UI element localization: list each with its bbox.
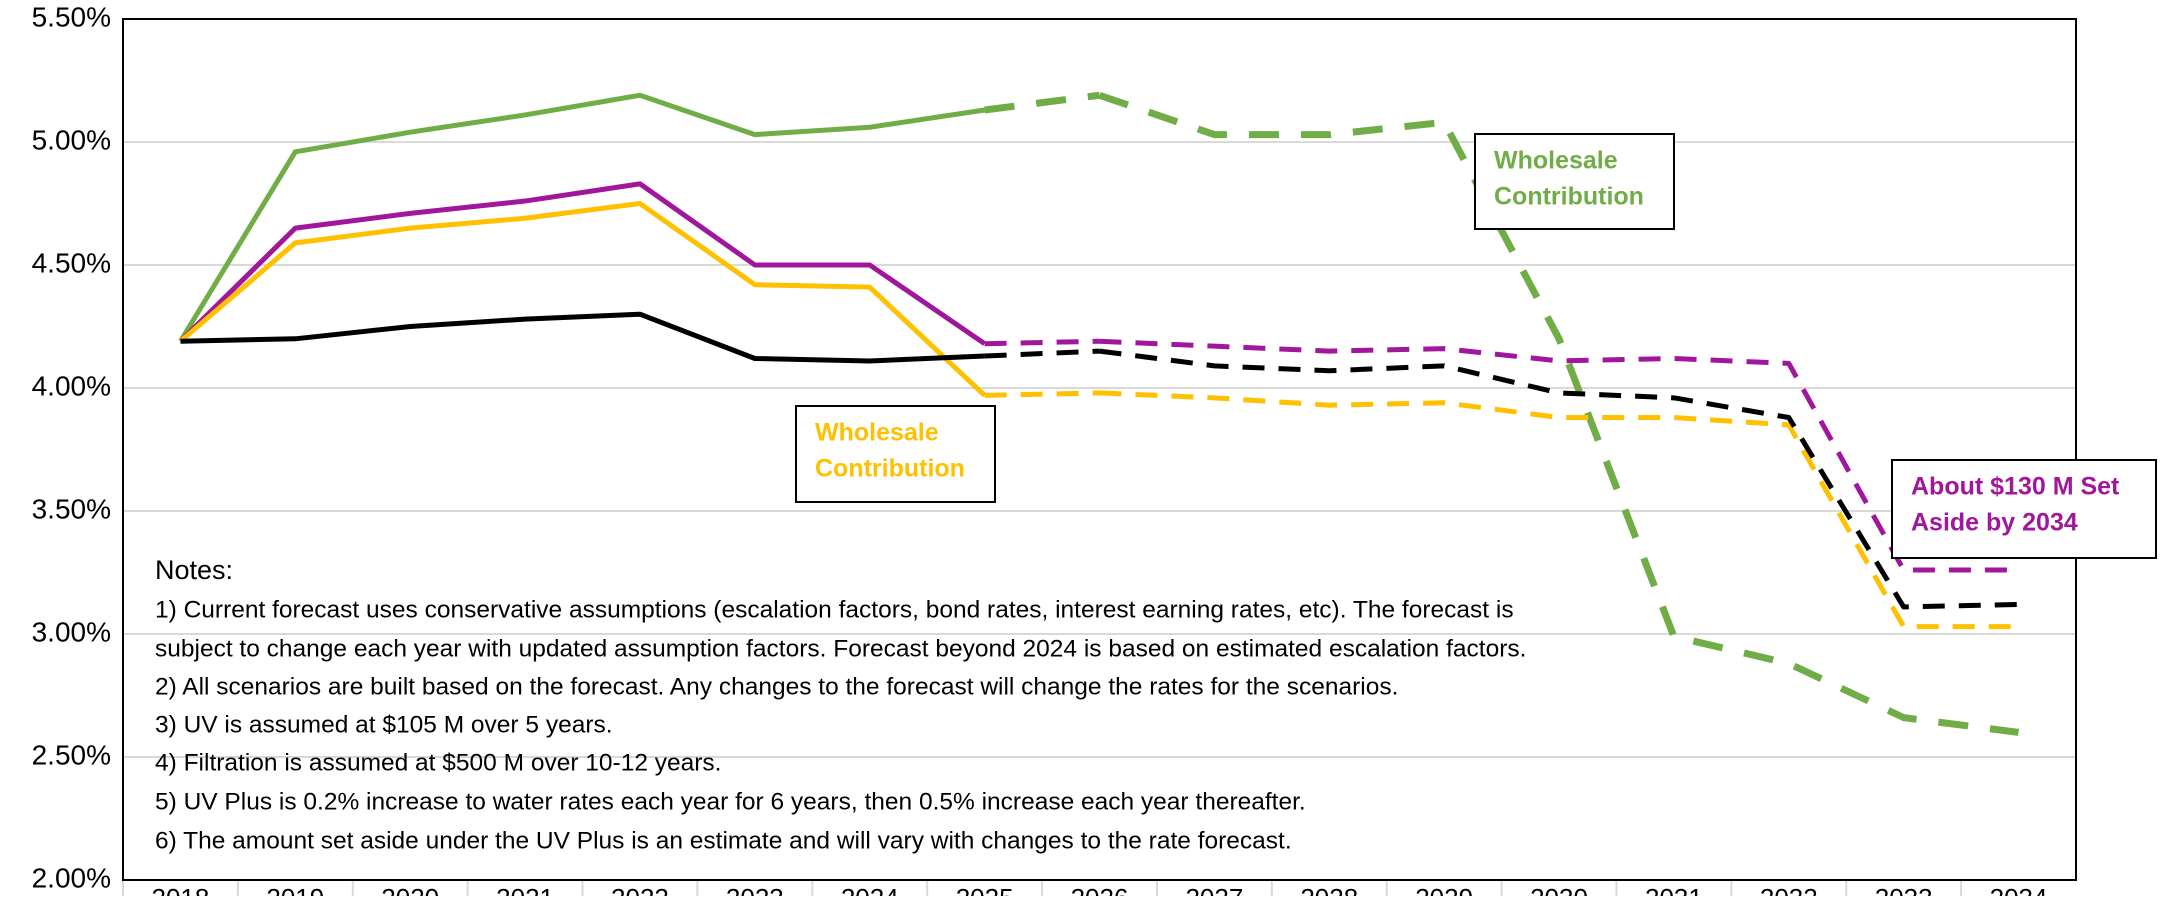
- note: 4) Filtration is assumed at $500 M over …: [155, 749, 721, 776]
- annotation-text: About $130 M Set: [1911, 473, 2120, 501]
- actual-line: [178, 181, 987, 346]
- x-tick-label: 2032: [1760, 883, 1818, 896]
- note: 1) Current forecast uses conservative as…: [155, 596, 1514, 623]
- x-tick-label: 2027: [1185, 883, 1243, 896]
- note: 3) UV is assumed at $105 M over 5 years.: [155, 711, 613, 738]
- forecast-connector: [984, 390, 1100, 398]
- x-tick-label: 2025: [956, 883, 1014, 896]
- x-tick-label: 2029: [1415, 883, 1473, 896]
- forecast-connector: [984, 338, 1100, 347]
- actual-line: [178, 201, 987, 398]
- x-tick-label: 2021: [496, 883, 554, 896]
- forecast-line: [1098, 91, 2020, 736]
- annotation-box: [1891, 459, 2157, 559]
- x-tick-label: 2019: [266, 883, 324, 896]
- annotation-box: [1474, 133, 1675, 230]
- x-tick-label: 2022: [611, 883, 669, 896]
- x-tick-label: 2020: [381, 883, 439, 896]
- y-tick-label: 3.00%: [32, 616, 111, 647]
- x-tick-label: 2028: [1300, 883, 1358, 896]
- note: 5) UV Plus is 0.2% increase to water rat…: [155, 788, 1306, 815]
- annotation-text: Wholesale: [815, 419, 939, 447]
- x-tick-label: 2030: [1530, 883, 1588, 896]
- x-tick-label: 2018: [152, 883, 210, 896]
- y-tick-label: 5.50%: [32, 1, 111, 32]
- y-tick-label: 2.00%: [32, 862, 111, 893]
- forecast-connector: [984, 91, 1100, 114]
- annotation-text: Aside by 2034: [1911, 509, 2078, 537]
- y-tick-label: 4.50%: [32, 247, 111, 278]
- x-tick-label: 2034: [1990, 883, 2048, 896]
- note: 6) The amount set aside under the UV Plu…: [155, 827, 1292, 854]
- annotation-text: Contribution: [815, 455, 965, 483]
- actual-line: [178, 92, 985, 343]
- x-tick-label: 2023: [726, 883, 784, 896]
- note: subject to change each year with updated…: [155, 635, 1526, 662]
- x-tick-label: 2024: [841, 883, 899, 896]
- x-tick-label: 2031: [1645, 883, 1703, 896]
- annotation-text: Wholesale: [1494, 147, 1618, 175]
- x-tick-label: 2026: [1071, 883, 1129, 896]
- x-tick-label: 2033: [1875, 883, 1933, 896]
- forecast-line: [1099, 338, 2019, 573]
- y-tick-label: 5.00%: [32, 124, 111, 155]
- forecast-line: [1099, 348, 2019, 610]
- annotation-text: Contribution: [1494, 183, 1644, 211]
- actual-line: [180, 311, 985, 364]
- annotation-box: [795, 405, 996, 503]
- y-tick-label: 4.00%: [32, 370, 111, 401]
- forecast-connector: [984, 348, 1100, 359]
- note: 2) All scenarios are built based on the …: [155, 673, 1398, 700]
- note: Notes:: [155, 555, 233, 585]
- y-tick-label: 3.50%: [32, 493, 111, 524]
- y-tick-label: 2.50%: [32, 739, 111, 770]
- forecast-line: [1099, 390, 2019, 630]
- plot-frame: [122, 18, 2077, 881]
